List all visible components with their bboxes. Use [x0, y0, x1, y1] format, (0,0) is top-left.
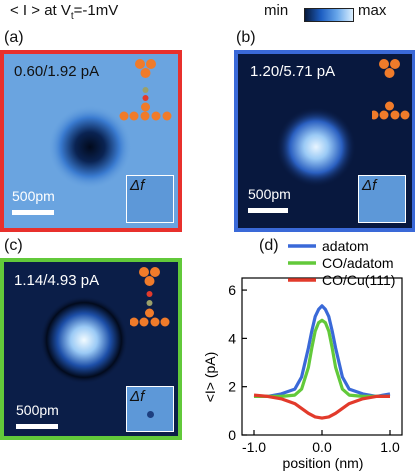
panel-b-image: 1.20/5.71 pA Δf 500pm: [234, 50, 415, 232]
panel-a-scale-bar: [12, 210, 54, 215]
panel-b-scale-label: 500pm: [248, 186, 291, 202]
y-tick-label: 6: [228, 282, 236, 298]
panel-c-scale-bar: [16, 424, 58, 429]
series-line-1: [254, 318, 390, 398]
panel-a-df-inset: Δf: [126, 175, 174, 223]
panel-a-scale-label: 500pm: [12, 188, 55, 204]
panel-d-label: (d): [259, 237, 279, 254]
x-tick-label: -1.0: [242, 439, 266, 455]
plot-frame: [241, 277, 403, 436]
figure-header: < I > at Vt=-1mV: [10, 2, 118, 22]
tip-co-adatom-icon: [130, 267, 170, 327]
y-axis-label: <I> (pA): [202, 352, 218, 403]
panel-c-value: 1.14/4.93 pA: [14, 272, 100, 289]
header-tail: =-1mV: [73, 2, 119, 19]
x-tick-label: 0.0: [312, 439, 332, 455]
panel-b-scale-bar: [248, 208, 288, 213]
panel-c-label: (c): [4, 237, 23, 254]
colorbar-max-label: max: [358, 2, 387, 19]
panel-c-df-inset: Δf: [126, 386, 174, 432]
tip-adatom-icon: [372, 59, 410, 120]
panel-c-df-label: Δf: [130, 388, 145, 405]
panel-b-df-inset: Δf: [358, 175, 406, 223]
panel-b-label: (b): [236, 29, 256, 46]
legend-label-0: adatom: [322, 240, 369, 254]
panel-b-value: 1.20/5.71 pA: [250, 63, 336, 80]
panel-b-df-label: Δf: [362, 177, 377, 194]
panel-d-graph: 0 2 4 6 -1.0 0.0 1.0 adatomCO/adatomCO/Cu(111)…: [202, 240, 403, 471]
panel-c-df-spot: [147, 411, 154, 418]
series-line-0: [254, 304, 391, 398]
header-subscript: t: [70, 11, 74, 22]
colorbar: [304, 8, 354, 22]
x-tick-label: 1.0: [380, 439, 400, 455]
colorbar-min-label: min: [264, 2, 289, 19]
tip-co-molecule-icon: [119, 59, 172, 121]
graph-axes: 0 2 4 6 -1.0 0.0 1.0: [228, 277, 403, 455]
series-line-2: [253, 393, 390, 420]
y-tick-label: 2: [228, 379, 236, 395]
panel-a-value: 0.60/1.92 pA: [14, 63, 100, 80]
panel-a-df-label: Δf: [130, 177, 145, 194]
y-tick-label: 4: [228, 330, 236, 346]
panel-c-scale-label: 500pm: [16, 402, 59, 418]
x-axis-label: position (nm): [283, 455, 364, 471]
y-tick-label: 0: [228, 427, 236, 443]
legend-label-2: CO/Cu(111): [322, 272, 395, 288]
graph-curves: [253, 304, 391, 420]
panel-a-label: (a): [4, 29, 24, 46]
panel-a-image: 0.60/1.92 pA Δf 500pm: [0, 50, 182, 232]
legend-label-1: CO/adatom: [322, 255, 394, 271]
header-lead: < I > at V: [10, 2, 71, 19]
panel-c-image: 1.14/4.93 pA Δf 500pm: [0, 258, 182, 440]
